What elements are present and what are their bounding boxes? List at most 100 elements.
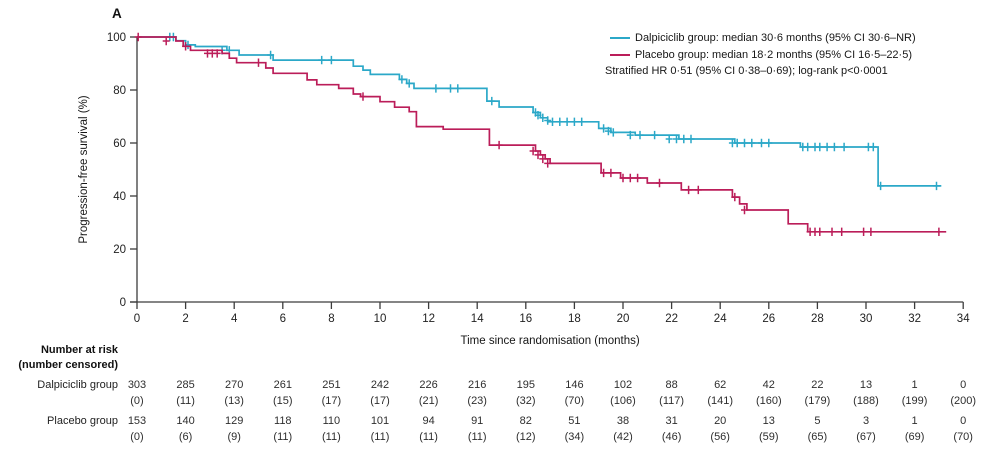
risk-placebo-n-cell: 13: [762, 415, 775, 427]
dalpiciclib-curve-censor-mark: [733, 138, 741, 148]
dalpiciclib-curve-censor-mark: [398, 75, 406, 84]
dalpiciclib-curve-censor-mark: [877, 181, 885, 191]
risk-dalpiciclib-censored-cell: (141): [707, 395, 734, 407]
risk-placebo-censored-cell: (11): [419, 431, 438, 443]
legend-row-placebo: Placebo group: median 18·2 months (95% C…: [605, 47, 916, 64]
legend-row-stratified-hr: Stratified HR 0·51 (95% CI 0·38–0·69); l…: [605, 63, 916, 80]
y-tick-label: 80: [113, 85, 126, 97]
risk-dalpiciclib-censored-cell: (188): [853, 395, 879, 407]
y-tick-label: 40: [113, 191, 126, 203]
risk-dalpiciclib-n-cell: 270: [225, 379, 244, 391]
dalpiciclib-curve-censor-mark: [823, 142, 831, 152]
risk-placebo-censored-cell: (70): [953, 431, 973, 443]
x-tick-label: 2: [182, 313, 188, 325]
risk-row-label-dalpiciclib: Dalpiciclib group: [37, 379, 118, 391]
dalpiciclib-curve-censor-mark: [680, 134, 688, 144]
placebo-curve-censor-mark: [838, 227, 846, 236]
risk-dalpiciclib-censored-cell: (13): [224, 395, 244, 407]
x-tick-label: 32: [908, 313, 921, 325]
risk-placebo-n-cell: 129: [225, 415, 244, 427]
risk-placebo-n-cell: 1: [911, 415, 918, 427]
risk-placebo-n-cell: 153: [127, 415, 147, 427]
dalpiciclib-curve-censor-mark: [563, 117, 571, 126]
dalpiciclib-curve-censor-mark: [604, 126, 612, 136]
placebo-curve-censor-mark: [656, 178, 663, 188]
risk-dalpiciclib-censored-cell: (15): [273, 395, 293, 407]
dalpiciclib-curve-censor-mark: [327, 55, 335, 65]
placebo-curve-censor-mark: [935, 227, 943, 236]
dalpiciclib-curve-censor-mark: [626, 130, 634, 140]
risk-placebo-censored-cell: (46): [661, 431, 682, 443]
x-tick-label: 18: [568, 313, 581, 325]
stratified-hr-text: Stratified HR 0·51 (95% CI 0·38–0·69); l…: [605, 65, 888, 77]
risk-placebo-n-cell: 20: [714, 415, 727, 427]
y-tick-label: 0: [120, 297, 126, 309]
x-tick-label: 10: [374, 313, 387, 325]
placebo-curve-censor-mark: [860, 227, 868, 236]
risk-dalpiciclib-censored-cell: (106): [610, 395, 636, 407]
dalpiciclib-curve-censor-mark: [578, 117, 586, 126]
dalpiciclib-curve-censor-mark: [933, 181, 940, 191]
risk-placebo-n-cell: 140: [176, 415, 195, 427]
risk-placebo-censored-cell: (65): [807, 431, 828, 443]
risk-placebo-censored-cell: (56): [710, 431, 730, 443]
x-tick-label: 28: [811, 313, 824, 325]
placebo-curve-censor-mark: [731, 192, 739, 202]
x-tick-label: 12: [422, 313, 435, 325]
risk-placebo-n-cell: 118: [274, 415, 292, 427]
risk-placebo-censored-cell: (12): [516, 431, 536, 443]
dalpiciclib-curve-censor-mark: [804, 142, 812, 152]
x-tick-label: 34: [957, 313, 970, 325]
dalpiciclib-legend-label: Dalpiciclib group: median 30·6 months (9…: [635, 32, 916, 44]
x-tick-label: 16: [519, 313, 532, 325]
risk-dalpiciclib-n-cell: 216: [468, 379, 487, 391]
risk-dalpiciclib-censored-cell: (11): [176, 395, 195, 407]
dalpiciclib-curve-censor-mark: [741, 138, 748, 148]
risk-dalpiciclib-n-cell: 251: [322, 379, 341, 391]
placebo-curve-censor-mark: [359, 92, 367, 101]
placebo-curve-censor-mark: [544, 159, 552, 168]
placebo-curve-censor-mark: [741, 205, 748, 215]
risk-placebo-n-cell: 94: [422, 415, 435, 427]
placebo-curve-censor-mark: [867, 227, 875, 236]
dalpiciclib-curve-censor-mark: [432, 84, 440, 93]
risk-dalpiciclib-n-cell: 285: [176, 379, 195, 391]
dalpiciclib-curve-censor-mark: [816, 142, 824, 152]
dalpiciclib-curve-censor-mark: [840, 142, 848, 152]
dalpiciclib-curve-censor-mark: [636, 130, 644, 140]
risk-row-label-placebo: Placebo group: [47, 415, 118, 427]
risk-dalpiciclib-censored-cell: (21): [418, 395, 439, 407]
placebo-curve-censor-mark: [607, 168, 615, 178]
risk-placebo-n-cell: 101: [370, 415, 390, 427]
x-tick-label: 8: [328, 313, 334, 325]
dalpiciclib-curve-censor-mark: [765, 138, 773, 148]
placebo-curve-censor-mark: [529, 146, 537, 156]
y-axis-title: Progression-free survival (%): [78, 95, 90, 243]
x-tick-label: 22: [665, 313, 678, 325]
risk-dalpiciclib-n-cell: 242: [370, 379, 390, 391]
risk-dalpiciclib-censored-cell: (70): [564, 395, 585, 407]
risk-dalpiciclib-n-cell: 261: [273, 379, 292, 391]
placebo-curve-censor-mark: [255, 58, 262, 67]
placebo-curve-censor-mark: [539, 154, 547, 164]
risk-table-header-line1: Number at risk: [40, 344, 118, 356]
dalpiciclib-line-swatch-icon: [610, 37, 630, 40]
risk-placebo-n-cell: 0: [960, 415, 967, 427]
risk-placebo-censored-cell: (11): [467, 431, 487, 443]
placebo-curve-censor-mark: [600, 168, 608, 178]
risk-placebo-n-cell: 82: [519, 415, 532, 427]
dalpiciclib-curve-censor-mark: [556, 117, 564, 126]
risk-placebo-n-cell: 38: [616, 415, 630, 427]
risk-placebo-n-cell: 51: [568, 415, 581, 427]
placebo-line-swatch-icon: [610, 53, 630, 56]
x-tick-label: 26: [762, 313, 775, 325]
dalpiciclib-curve-censor-mark: [405, 79, 413, 88]
placebo-curve-censor-mark: [634, 173, 642, 183]
risk-dalpiciclib-censored-cell: (160): [755, 395, 782, 407]
x-tick-label: 20: [617, 313, 630, 325]
risk-dalpiciclib-censored-cell: (117): [659, 395, 685, 407]
dalpiciclib-curve-censor-mark: [673, 134, 680, 144]
risk-placebo-n-cell: 5: [814, 415, 821, 427]
risk-dalpiciclib-n-cell: 226: [419, 379, 438, 391]
